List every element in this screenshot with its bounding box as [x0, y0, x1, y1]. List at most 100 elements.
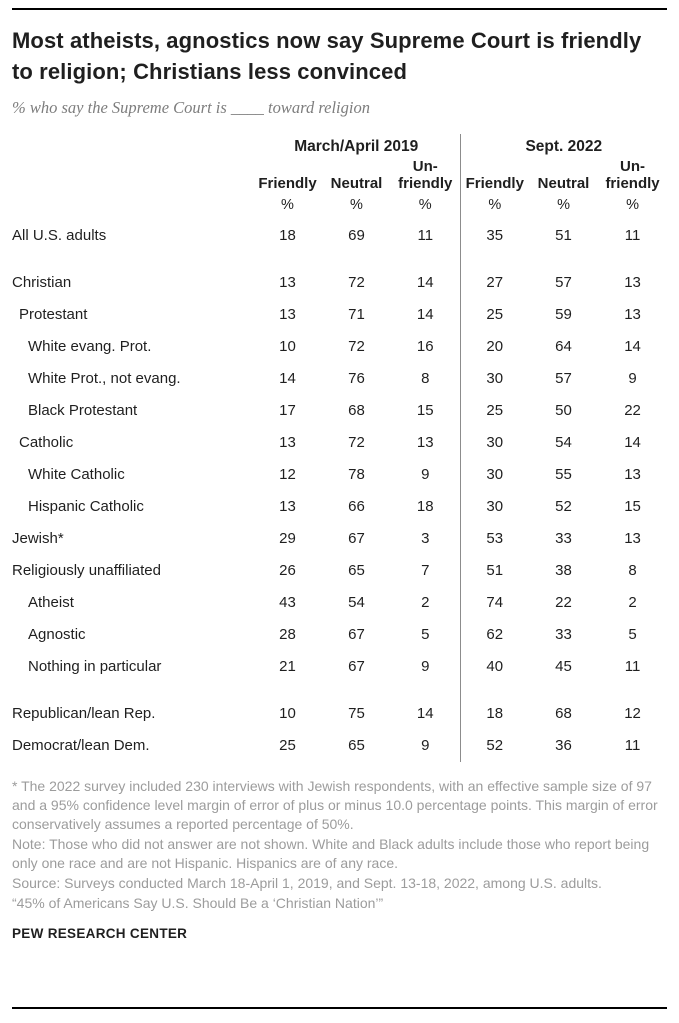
data-table: March/April 2019 Sept. 2022 Friendly Neu…: [12, 133, 668, 763]
row-label: White evang. Prot.: [28, 338, 152, 356]
column-group-2022: Sept. 2022: [459, 133, 668, 156]
cell-value: 78: [348, 466, 365, 484]
cell-value: 13: [279, 306, 296, 324]
cell-value: 9: [628, 370, 637, 388]
cell-value: 30: [459, 427, 530, 460]
cell-value: 7: [421, 562, 430, 580]
cell-value: 5: [421, 626, 430, 644]
row-label: All U.S. adults: [12, 227, 107, 245]
cell-value: 59: [555, 306, 572, 324]
cell-value: 67: [348, 626, 365, 644]
cell-value: 65: [348, 737, 365, 755]
cell-value: 21: [279, 658, 296, 676]
table-row: White Prot., not evang. 14 76 8 30 57 9: [12, 363, 667, 396]
unit-cell: %: [350, 197, 363, 214]
cell-value: 22: [555, 594, 572, 612]
cell-value: 14: [624, 434, 641, 452]
cell-value: 11: [624, 658, 641, 676]
row-label: Agnostic: [28, 626, 86, 644]
column-header-unfriendly-2019: Un-friendly: [398, 157, 453, 192]
cell-value: 40: [459, 651, 530, 684]
table-row: Democrat/lean Dem. 25 65 9 52 36 11: [12, 730, 667, 763]
cell-value: 67: [348, 530, 365, 548]
table-row: Catholic 13 72 13 30 54 14: [12, 427, 667, 460]
row-label: Hispanic Catholic: [28, 498, 144, 516]
cell-value: 9: [421, 466, 430, 484]
footnote-source: Source: Surveys conducted March 18-April…: [12, 875, 602, 892]
table-row: Agnostic 28 67 5 62 33 5: [12, 619, 667, 652]
cell-value: 33: [555, 626, 572, 644]
cell-value: 11: [417, 227, 434, 245]
cell-value: 16: [416, 338, 434, 356]
unit-cell: %: [418, 197, 432, 214]
row-label: Black Protestant: [28, 402, 138, 420]
table-row: Protestant 13 71 14 25 59 13: [12, 299, 667, 332]
cell-value: 66: [348, 498, 365, 516]
cell-value: 14: [416, 306, 434, 324]
table-row: White Catholic 12 78 9 30 55 13: [12, 459, 667, 492]
cell-value: 10: [279, 338, 296, 356]
cell-value: 54: [555, 434, 572, 452]
table-row: Republican/lean Rep. 10 75 14 18 68 12: [12, 683, 667, 731]
cell-value: 45: [555, 658, 572, 676]
table-row: Jewish* 29 67 3 53 33 13: [12, 523, 667, 556]
row-label: White Catholic: [28, 466, 125, 484]
page-title: Most atheists, agnostics now say Supreme…: [12, 28, 642, 84]
table-row: Hispanic Catholic 13 66 18 30 52 15: [12, 491, 667, 524]
cell-value: 14: [416, 274, 434, 292]
unit-cell: %: [626, 197, 639, 214]
row-label: Atheist: [28, 594, 74, 612]
cell-value: 13: [624, 306, 641, 324]
cell-value: 72: [348, 274, 365, 292]
top-rule: [12, 8, 667, 10]
table-row: White evang. Prot. 10 72 16 20 64 14: [12, 331, 667, 364]
cell-value: 11: [624, 737, 641, 755]
cell-value: 33: [555, 530, 572, 548]
bottom-rule: [12, 1007, 667, 1009]
column-group-2019: March/April 2019: [294, 137, 419, 155]
cell-value: 9: [421, 737, 430, 755]
cell-value: 9: [421, 658, 430, 676]
cell-value: 74: [459, 587, 530, 620]
unit-cell: %: [459, 195, 530, 221]
cell-value: 14: [279, 370, 296, 388]
column-header-neutral-2022: Neutral: [537, 174, 590, 192]
cell-value: 15: [624, 498, 641, 516]
cell-value: 35: [459, 220, 530, 253]
footnote-asterisk: * The 2022 survey included 230 interview…: [12, 778, 658, 833]
column-group-header-row: March/April 2019 Sept. 2022: [12, 133, 668, 156]
cell-value: 10: [279, 705, 296, 723]
cell-value: 52: [459, 730, 530, 763]
table-row: All U.S. adults 18 69 11 35 51 11: [12, 220, 667, 253]
cell-value: 38: [555, 562, 572, 580]
cell-value: 65: [348, 562, 365, 580]
cell-value: 25: [459, 299, 530, 332]
cell-value: 30: [459, 363, 530, 396]
footnote-report-title: “45% of Americans Say U.S. Should Be a ‘…: [12, 895, 384, 912]
cell-value: 71: [348, 306, 365, 324]
cell-value: 3: [421, 530, 430, 548]
row-label: Democrat/lean Dem.: [12, 737, 150, 755]
cell-value: 53: [459, 523, 530, 556]
row-label: Catholic: [19, 434, 74, 452]
table-row: Christian 13 72 14 27 57 13: [12, 252, 667, 300]
unit-cell: %: [557, 197, 570, 214]
cell-value: 13: [279, 274, 296, 292]
cell-value: 14: [416, 705, 434, 723]
cell-value: 26: [279, 562, 296, 580]
cell-value: 75: [348, 705, 365, 723]
cell-value: 50: [555, 402, 572, 420]
cell-value: 27: [459, 252, 530, 300]
column-header-unfriendly-2022: Un-friendly: [605, 157, 660, 192]
footnote-note: Note: Those who did not answer are not s…: [12, 836, 650, 872]
cell-value: 68: [555, 705, 572, 723]
row-label: Protestant: [19, 306, 88, 324]
cell-value: 22: [624, 402, 641, 420]
empty-corner-cell: [12, 195, 253, 220]
row-label: Religiously unaffiliated: [12, 562, 161, 580]
unit-row: % % % % % %: [12, 195, 667, 221]
cell-value: 28: [279, 626, 296, 644]
cell-value: 54: [348, 594, 365, 612]
cell-value: 30: [459, 459, 530, 492]
row-label: Nothing in particular: [28, 658, 162, 676]
